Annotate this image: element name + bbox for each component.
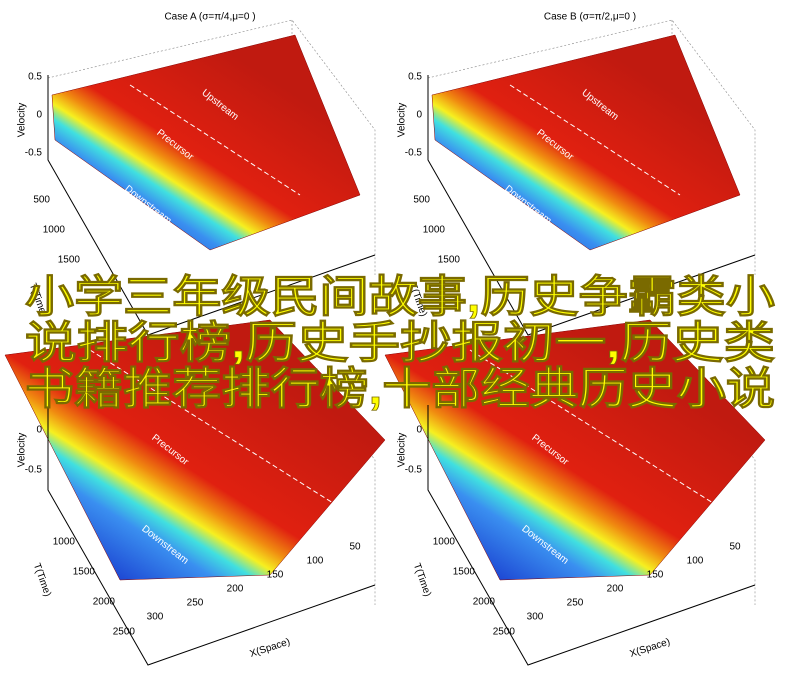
- x-tick-label: 150: [267, 570, 284, 581]
- overlay-text: 说排行榜,历史手抄报初一,历史类: [25, 319, 775, 368]
- plot-panel: Case B (σ=π/2,μ=0 ) Velocity 0.5 0 -0.5 500 10…: [397, 12, 756, 336]
- y-tick-label: -0.5: [405, 148, 423, 159]
- t-tick-label: 500: [413, 195, 430, 206]
- t-tick-label: 2500: [113, 627, 136, 638]
- y-tick-label: 0.5: [28, 72, 42, 83]
- t-tick-label: 1000: [53, 537, 76, 548]
- wave-front: [469, 349, 741, 521]
- y-tick-label: 0: [416, 110, 422, 121]
- axis: [47, 405, 376, 666]
- t-tick-label: 2000: [93, 597, 116, 608]
- t-tick-label: 1500: [73, 567, 96, 578]
- t-tick-label: 2500: [493, 627, 516, 638]
- x-tick-label: 200: [227, 584, 244, 595]
- plot-panel: Velocity 0 -0.5 1000 1500 2000 2500 T(Time) 300 2…: [384, 319, 766, 666]
- y-tick-label: -0.5: [25, 465, 43, 476]
- axis: [47, 75, 376, 336]
- x-tick-label: 300: [527, 612, 544, 623]
- y-tick-label: 0: [36, 110, 42, 121]
- x-tick-label: 250: [187, 598, 204, 609]
- t-axis-label: T(Time): [31, 562, 53, 598]
- x-tick-label: 50: [729, 542, 741, 553]
- axis: [427, 405, 756, 666]
- surface: [51, 34, 361, 251]
- t-tick-label: 1500: [453, 567, 476, 578]
- plot-panel: Case A (σ=π/4,μ=0 ) Velocity 0.5 0 -0.5 500 10…: [17, 12, 376, 336]
- wave-front: [129, 84, 301, 196]
- y-tick-label: -0.5: [405, 465, 423, 476]
- t-tick-label: 1500: [58, 255, 81, 266]
- box-edge: [427, 19, 756, 275]
- t-tick-label: 1000: [423, 225, 446, 236]
- y-axis-label: Velocity: [17, 103, 28, 137]
- x-axis-label: X(Space): [629, 636, 672, 659]
- wave-front: [89, 349, 361, 521]
- t-tick-label: 1500: [438, 255, 461, 266]
- t-axis-label: T(Time): [411, 562, 433, 598]
- x-tick-label: 200: [607, 584, 624, 595]
- panel-title: Case B (σ=π/2,μ=0 ): [544, 12, 636, 23]
- t-tick-label: 1000: [43, 225, 66, 236]
- t-tick-label: 2000: [473, 597, 496, 608]
- box-edge: [47, 19, 376, 275]
- t-tick-label: 500: [33, 195, 50, 206]
- wave-front: [509, 84, 681, 196]
- y-tick-label: 0.5: [408, 72, 422, 83]
- y-tick-label: 0: [36, 425, 42, 436]
- axis: [427, 75, 756, 336]
- surface: [384, 319, 766, 581]
- t-tick-label: 1000: [433, 537, 456, 548]
- x-tick-label: 150: [647, 570, 664, 581]
- y-axis-label: Velocity: [397, 103, 408, 137]
- surface: [4, 319, 386, 581]
- x-tick-label: 50: [349, 542, 361, 553]
- x-tick-label: 100: [687, 556, 704, 567]
- surface: [431, 34, 741, 251]
- x-tick-label: 100: [307, 556, 324, 567]
- panel-title: Case A (σ=π/4,μ=0 ): [164, 12, 255, 23]
- y-tick-label: 0: [416, 425, 422, 436]
- x-tick-label: 300: [147, 612, 164, 623]
- overlay-text: 小学三年级民间故事,历史争霸类小: [25, 273, 775, 322]
- x-tick-label: 250: [567, 598, 584, 609]
- y-axis-label: Velocity: [397, 433, 408, 467]
- overlay-text: 书籍推荐排行榜,十部经典历史小说: [25, 365, 775, 414]
- x-axis-label: X(Space): [249, 636, 292, 659]
- y-axis-label: Velocity: [17, 433, 28, 467]
- y-tick-label: -0.5: [25, 148, 43, 159]
